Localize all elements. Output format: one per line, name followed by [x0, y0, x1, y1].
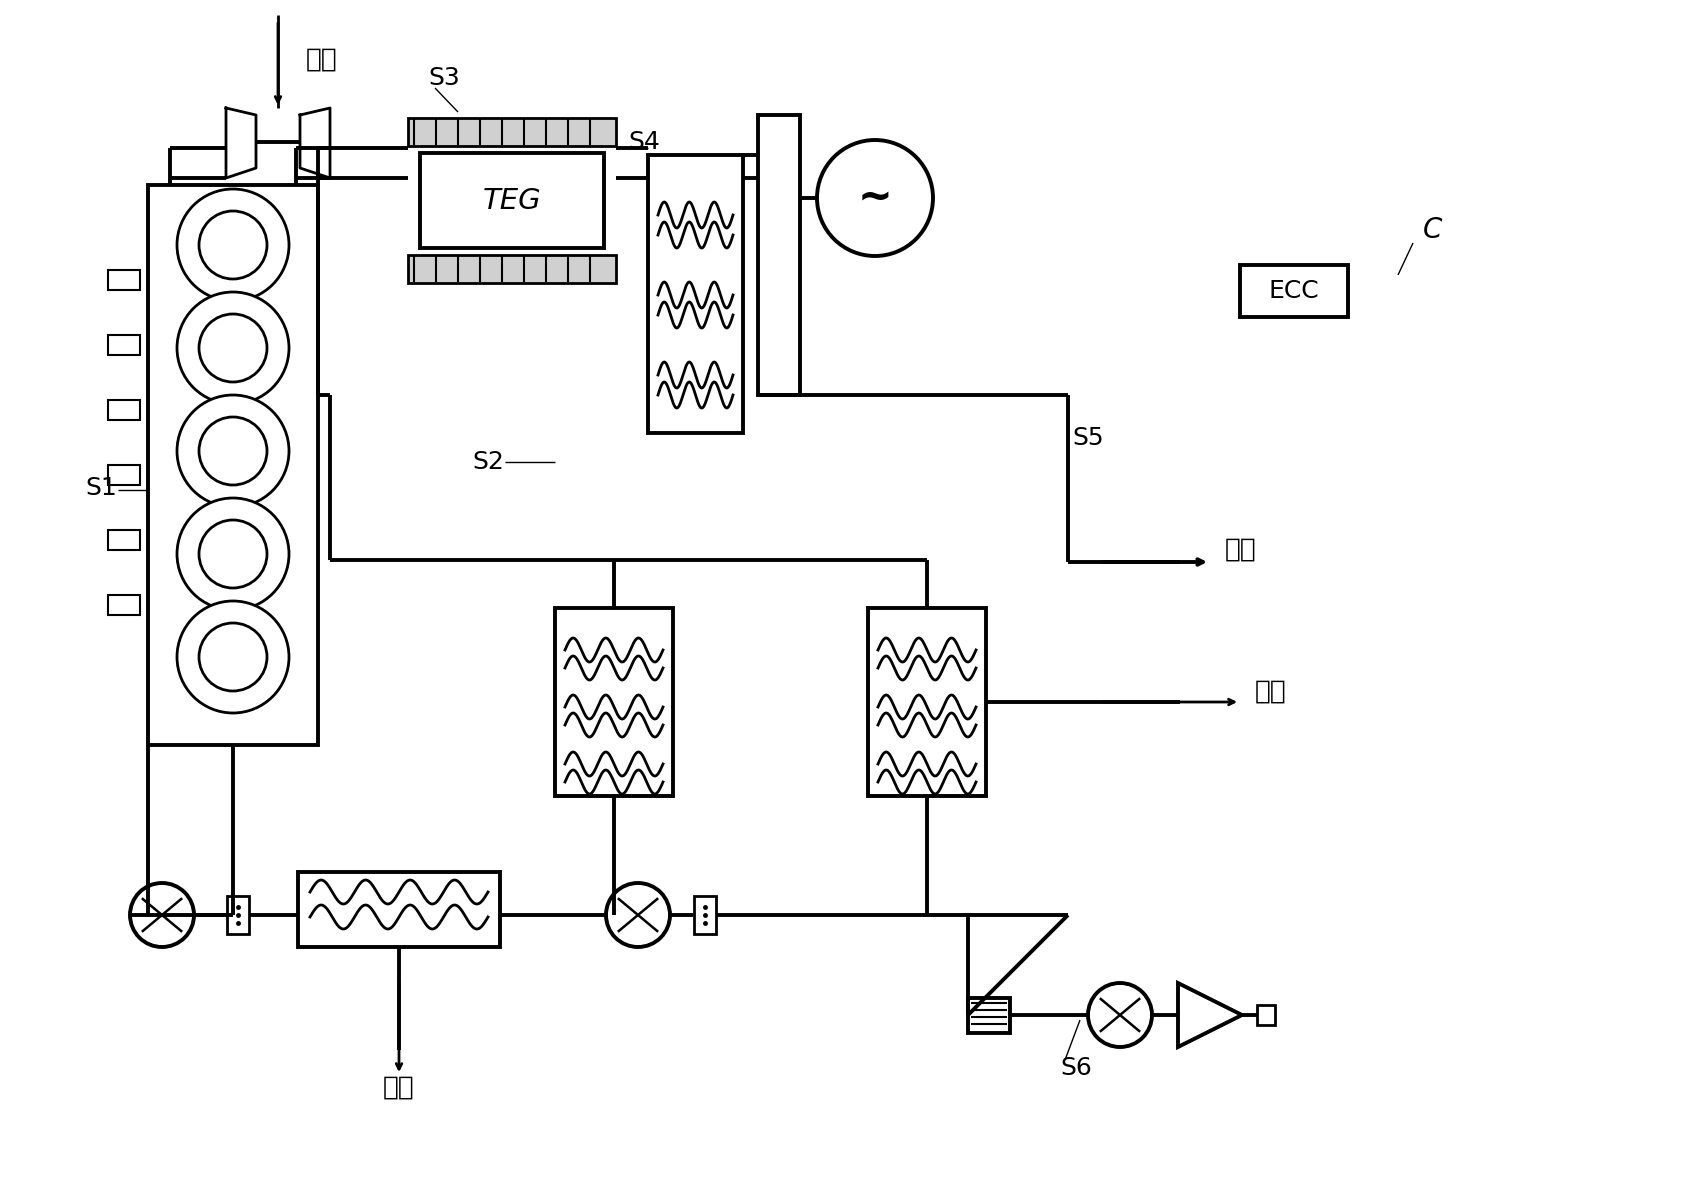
Bar [108, 336, 140, 355]
Text: S2: S2 [473, 450, 504, 474]
Circle shape [200, 520, 266, 588]
Bar [1256, 1006, 1275, 1025]
Circle shape [200, 314, 266, 382]
Text: C: C [1424, 217, 1442, 244]
Text: TEG: TEG [483, 187, 541, 215]
Circle shape [130, 883, 195, 947]
Text: 海水: 海水 [382, 1075, 415, 1101]
Bar [1239, 265, 1349, 317]
Bar [420, 154, 604, 248]
Bar [867, 608, 987, 796]
Circle shape [178, 292, 288, 403]
Circle shape [1087, 983, 1152, 1047]
Bar [149, 184, 318, 745]
Text: ECC: ECC [1268, 278, 1320, 303]
Text: 海水: 海水 [1255, 679, 1287, 704]
Polygon shape [225, 108, 256, 178]
Bar [108, 465, 140, 486]
Text: S6: S6 [1060, 1056, 1092, 1081]
Text: 废气: 废气 [1226, 537, 1256, 563]
Circle shape [606, 883, 671, 947]
Circle shape [200, 624, 266, 691]
Text: ~: ~ [857, 177, 893, 219]
Bar [108, 400, 140, 420]
Bar [108, 270, 140, 290]
Bar [108, 595, 140, 615]
Polygon shape [300, 108, 329, 178]
Polygon shape [1178, 983, 1243, 1047]
Text: S5: S5 [1072, 426, 1104, 450]
Text: S3: S3 [428, 65, 459, 90]
Text: S1: S1 [85, 476, 116, 500]
Circle shape [178, 395, 288, 507]
Bar [227, 896, 249, 934]
Bar [649, 155, 743, 433]
Circle shape [178, 601, 288, 713]
Bar [758, 115, 801, 395]
Circle shape [200, 416, 266, 486]
Circle shape [178, 189, 288, 301]
Circle shape [200, 211, 266, 278]
Bar [299, 872, 500, 947]
Circle shape [818, 140, 934, 256]
Circle shape [178, 497, 288, 610]
Bar [968, 998, 1011, 1033]
Bar [108, 530, 140, 550]
Bar [408, 255, 616, 283]
Text: 空气: 空气 [306, 46, 338, 73]
Bar [408, 118, 616, 146]
Bar [555, 608, 673, 796]
Bar [695, 896, 715, 934]
Text: S4: S4 [628, 130, 661, 154]
